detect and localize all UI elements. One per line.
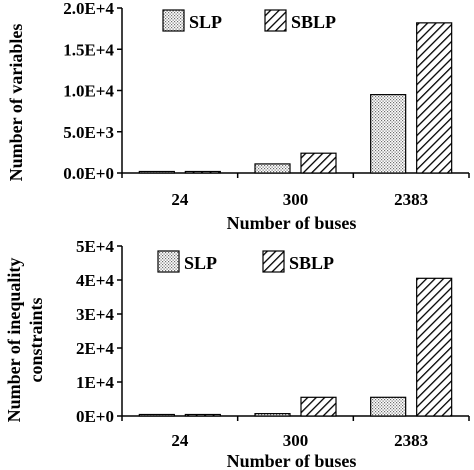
legend-swatch-slp (157, 250, 180, 273)
legend-label-sblp: SBLP (289, 253, 334, 273)
bar-sblp-2383 (416, 277, 453, 417)
category-label: 2383 (394, 431, 428, 450)
bar-slp-2383 (370, 94, 407, 174)
category-label: 300 (283, 431, 309, 450)
y-tick-label: 4E+4 (76, 271, 115, 290)
category-label: 24 (171, 431, 189, 450)
constraints-chart: 0E+0 1E+4 2E+4 3E+4 4E+4 5E+4 24 300 2383 Number … (4, 237, 470, 470)
variables-chart: 0.0E+0 5.0E+3 1.0E+4 1.5E+4 2.0E+4 24 300 2383 N… (6, 0, 470, 233)
y-tick-label: 1E+4 (76, 373, 115, 392)
category-label: 300 (283, 190, 309, 209)
bar-slp-2383 (370, 396, 407, 417)
x-axis-title: Number of buses (227, 213, 357, 233)
bar-sblp-300 (300, 152, 337, 174)
y-axis-title: Number of variables (6, 24, 26, 182)
y-tick-label: 1.0E+4 (63, 82, 114, 101)
bar-sblp-24 (184, 413, 221, 417)
legend-label-slp: SLP (189, 12, 222, 32)
y-tick-label: 5E+4 (76, 237, 115, 256)
category-label: 24 (171, 190, 189, 209)
bar-sblp-2383 (416, 22, 453, 174)
bar-slp-300 (254, 413, 291, 417)
legend-label-slp: SLP (184, 253, 217, 273)
y-tick-label: 1.5E+4 (63, 40, 114, 59)
y-tick-label: 2.0E+4 (63, 0, 114, 18)
legend-swatch-sblp (262, 250, 285, 273)
bar-sblp-24 (184, 170, 221, 174)
bar-slp-300 (254, 163, 291, 174)
y-axis-title: constraints (26, 298, 46, 383)
y-tick-label: 0E+0 (76, 407, 114, 426)
bar-slp-24 (138, 413, 175, 417)
bar-slp-24 (138, 170, 175, 174)
y-tick-label: 2E+4 (76, 339, 115, 358)
bar-sblp-300 (300, 396, 337, 417)
legend-label-sblp: SBLP (291, 12, 336, 32)
y-axis-title: Number of inequality (4, 258, 24, 423)
y-tick-label: 5.0E+3 (63, 123, 114, 142)
category-label: 2383 (394, 190, 428, 209)
legend-swatch-slp (162, 9, 185, 32)
x-axis-title: Number of buses (227, 451, 357, 470)
y-tick-label: 3E+4 (76, 305, 115, 324)
y-tick-label: 0.0E+0 (63, 164, 114, 183)
legend-swatch-sblp (264, 9, 287, 32)
